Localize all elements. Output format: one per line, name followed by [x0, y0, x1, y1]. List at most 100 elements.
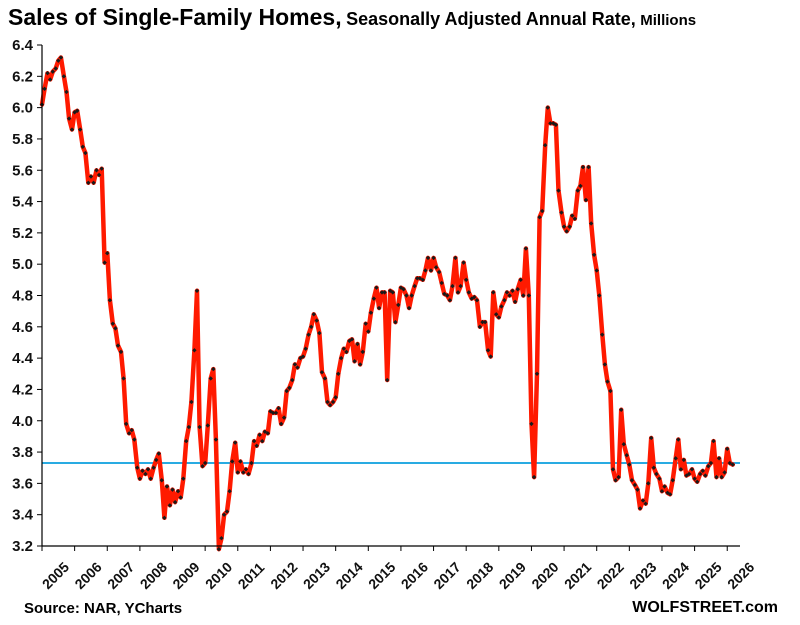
data-point: [640, 498, 646, 503]
data-point: [148, 476, 153, 481]
y-tick-label: 3.4: [12, 507, 34, 524]
data-point: [583, 197, 589, 203]
chart-title-sub: Seasonally Adjusted Annual Rate,: [346, 9, 636, 29]
data-point: [184, 438, 189, 444]
x-tick-label: 2012: [267, 559, 300, 592]
data-point: [292, 362, 298, 367]
data-point: [651, 465, 657, 470]
data-point: [463, 277, 469, 283]
data-point: [344, 349, 349, 355]
data-point: [480, 319, 485, 325]
x-tick-label: 2007: [104, 559, 137, 592]
data-point: [287, 385, 292, 391]
data-point: [708, 460, 714, 466]
axes: [41, 45, 740, 547]
data-point: [662, 484, 667, 489]
data-point: [216, 546, 222, 552]
data-point: [404, 293, 409, 298]
data-point: [224, 509, 230, 514]
data-point: [551, 121, 556, 126]
data-point: [56, 58, 61, 63]
data-point: [561, 224, 567, 229]
data-point: [578, 183, 583, 189]
data-point: [439, 280, 444, 286]
chart-title-unit: Millions: [640, 12, 697, 29]
x-tick-label: 2006: [71, 559, 104, 592]
x-tick-label: 2020: [528, 559, 561, 592]
data-point: [61, 74, 67, 79]
data-point: [357, 362, 363, 367]
data-point: [461, 260, 466, 265]
data-point: [706, 463, 711, 469]
data-point: [194, 288, 200, 294]
data-point: [567, 224, 572, 229]
data-point: [129, 427, 134, 433]
data-point: [686, 471, 692, 477]
data-point: [80, 144, 85, 149]
data-point: [355, 341, 360, 347]
data-point: [379, 290, 385, 295]
data-point: [385, 377, 390, 383]
data-point: [221, 512, 227, 517]
data-point: [317, 330, 322, 336]
data-point: [88, 174, 94, 179]
data-point: [314, 318, 319, 323]
data-point: [167, 503, 173, 508]
data-point: [360, 349, 365, 355]
data-point: [284, 388, 289, 394]
data-point: [75, 108, 80, 113]
data-point: [211, 366, 216, 372]
data-point: [172, 499, 178, 505]
data-point: [260, 438, 265, 444]
data-point: [719, 474, 724, 480]
y-tick-label: 4.4: [12, 350, 34, 367]
x-tick-label: 2025: [691, 559, 724, 592]
data-point: [673, 456, 678, 461]
data-point: [249, 460, 254, 466]
data-point: [311, 312, 317, 317]
data-point: [156, 451, 162, 456]
data-point: [580, 164, 586, 170]
brand-credit: WOLFSTREET.com: [632, 599, 778, 616]
data-point: [529, 421, 534, 427]
data-point: [235, 470, 240, 475]
data-point: [295, 365, 300, 370]
y-tick-label: 5.6: [12, 162, 33, 179]
data-point: [526, 293, 532, 298]
data-point: [711, 438, 716, 444]
data-point: [96, 172, 102, 178]
data-point: [725, 446, 730, 452]
data-point: [412, 283, 417, 289]
source-note: Source: NAR, YCharts: [24, 600, 183, 617]
data-point: [254, 443, 259, 448]
data-point: [401, 287, 406, 292]
data-point: [703, 473, 708, 478]
data-point: [425, 255, 431, 261]
data-point: [496, 315, 502, 320]
x-tick-label: 2015: [365, 559, 398, 592]
data-point: [537, 215, 542, 220]
data-point: [290, 377, 295, 383]
data-point: [621, 442, 626, 447]
data-point: [189, 399, 194, 405]
data-point: [105, 251, 110, 256]
data-point: [665, 490, 670, 495]
y-tick-label: 4.2: [12, 381, 33, 398]
data-point: [262, 429, 268, 434]
data-point: [515, 287, 520, 292]
data-point: [600, 332, 605, 337]
x-tick-label: 2024: [659, 559, 692, 592]
data-point: [200, 463, 205, 469]
y-tick-label: 5.0: [12, 256, 33, 273]
y-tick-label: 6.2: [12, 68, 33, 85]
data-point: [415, 276, 420, 281]
data-point: [485, 348, 491, 353]
data-point: [197, 424, 202, 430]
chart-title-main: Sales of Single-Family Homes,: [8, 4, 342, 30]
data-point: [542, 143, 548, 148]
data-point: [143, 471, 148, 477]
data-point: [540, 208, 545, 214]
data-point: [121, 376, 126, 381]
data-point: [137, 476, 143, 481]
data-point: [700, 468, 705, 474]
